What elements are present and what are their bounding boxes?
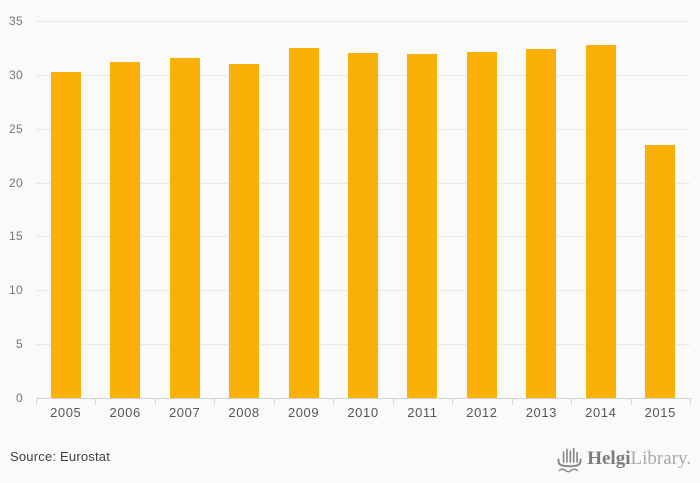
x-axis-label-2010: 2010 (347, 405, 379, 420)
y-axis-label-30: 30 (9, 67, 23, 82)
viking-ship-icon (556, 445, 583, 474)
bar-2012 (466, 52, 497, 398)
x-axis-tick (392, 398, 394, 405)
gridline-y-35 (36, 21, 690, 22)
bar-2011 (407, 54, 438, 398)
x-axis-label-2011: 2011 (407, 405, 438, 420)
logo-wordmark: HelgiLibrary. (587, 444, 691, 474)
y-axis-label-25: 25 (9, 121, 23, 136)
bar-2007 (169, 58, 200, 398)
y-axis-label-5: 5 (16, 337, 23, 352)
x-axis-label-2007: 2007 (168, 405, 201, 420)
y-axis-label-35: 35 (9, 14, 23, 28)
bar-2008 (229, 64, 260, 398)
x-axis-label-2009: 2009 (287, 405, 320, 420)
x-axis-label-2013: 2013 (525, 405, 558, 420)
y-axis-label-10: 10 (9, 283, 23, 298)
x-axis-tick (630, 398, 632, 405)
x-axis-tick (273, 398, 275, 405)
bar-2009 (288, 48, 319, 398)
y-axis-label-15: 15 (9, 229, 23, 244)
x-axis-tick (690, 398, 691, 405)
x-axis-label-2006: 2006 (109, 405, 141, 420)
x-axis-tick (333, 398, 335, 405)
x-axis-tick (571, 398, 573, 405)
plot-area (36, 21, 690, 398)
logo-text-library: Library. (630, 448, 692, 469)
x-axis-tick (452, 398, 454, 405)
x-axis-label-2012: 2012 (466, 405, 498, 420)
x-axis-label-2014: 2014 (585, 405, 617, 420)
x-axis-tick (511, 398, 513, 405)
bar-2010 (348, 53, 378, 398)
y-axis-label-0: 0 (16, 391, 23, 405)
x-axis-label-2008: 2008 (228, 405, 260, 420)
x-axis-tick (214, 398, 216, 405)
bar-2013 (526, 49, 557, 398)
logo-text-helgi: Helgi (587, 448, 631, 469)
x-axis-tick (95, 398, 97, 405)
bar-2005 (50, 72, 81, 398)
source-label: Source: Eurostat (10, 449, 111, 464)
x-axis-label-2015: 2015 (644, 405, 676, 420)
x-axis-tick (154, 398, 156, 405)
bar-2006 (110, 62, 141, 398)
x-axis-label-2005: 2005 (50, 405, 82, 420)
y-axis-label-20: 20 (9, 175, 23, 190)
bar-2014 (585, 45, 616, 398)
x-axis-line (36, 398, 690, 399)
helgi-library-logo: HelgiLibrary. (556, 444, 691, 474)
x-axis-tick (36, 398, 37, 405)
bar-2015 (645, 145, 676, 398)
